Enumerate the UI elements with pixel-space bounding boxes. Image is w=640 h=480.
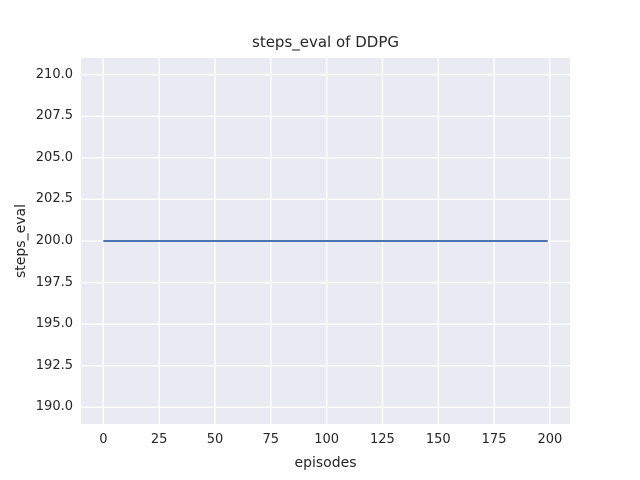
y-tick-label: 207.5	[35, 108, 73, 124]
x-tick-label: 150	[425, 432, 451, 447]
x-tick-label: 75	[262, 432, 280, 447]
plot-area	[81, 58, 570, 424]
x-tick-label: 100	[314, 432, 340, 447]
y-tick-label: 205.0	[35, 149, 73, 165]
y-tick-label: 197.5	[35, 274, 73, 290]
x-axis-label: episodes	[294, 455, 357, 471]
y-tick-label: 192.5	[35, 357, 73, 373]
x-tick-label: 0	[99, 432, 108, 447]
chart-title: steps_eval of DDPG	[252, 33, 399, 51]
y-tick-label: 210.0	[35, 66, 73, 82]
x-tick-label: 175	[481, 432, 507, 447]
plot-canvas	[81, 58, 570, 424]
y-tick-label: 195.0	[35, 316, 73, 332]
y-tick-label: 190.0	[35, 399, 73, 415]
y-tick-label: 202.5	[35, 191, 73, 207]
x-tick-label: 200	[537, 432, 563, 447]
y-tick-label: 200.0	[35, 233, 73, 248]
x-tick-label: 50	[206, 432, 224, 447]
x-tick-label: 25	[150, 432, 168, 447]
x-tick-label: 125	[370, 432, 395, 447]
